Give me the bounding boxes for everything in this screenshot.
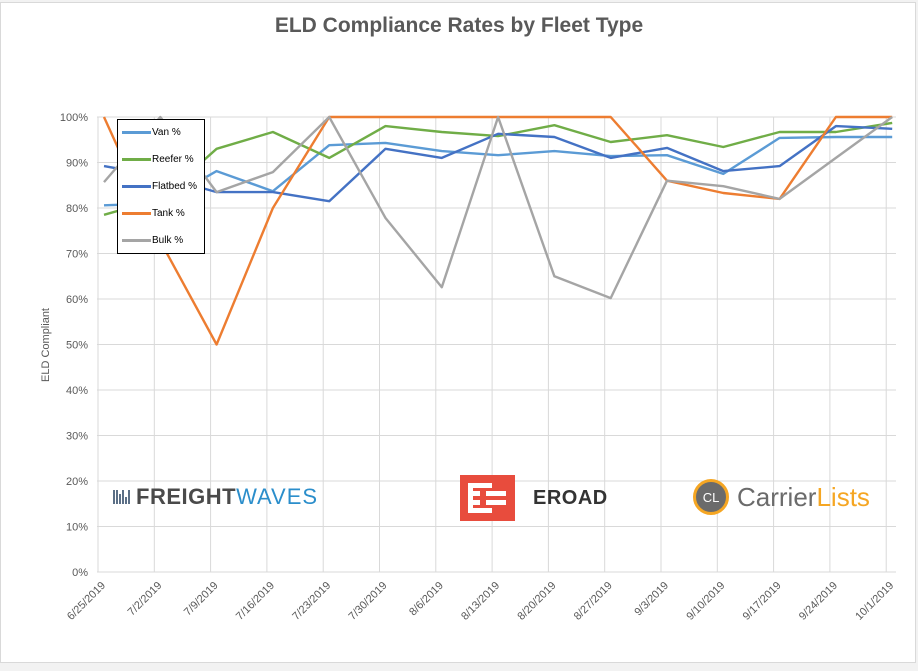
x-tick-label: 7/23/2019 (290, 580, 333, 623)
x-tick-label: 9/17/2019 (741, 580, 784, 623)
y-tick-label: 40% (66, 385, 88, 397)
freightwaves-logo: FREIGHT WAVES (113, 484, 318, 510)
legend-item: Bulk % (122, 233, 183, 247)
carrierlists-badge-icon: CL (693, 479, 729, 515)
carrierlists-logo-part1: Carrier (737, 481, 817, 512)
y-tick-label: 0% (72, 567, 88, 579)
carrierlists-logo: CL Carrier Lists (693, 479, 870, 515)
x-tick-label: 8/13/2019 (459, 580, 502, 623)
legend-label: Flatbed % (152, 180, 198, 192)
x-tick-label: 7/30/2019 (347, 580, 390, 623)
y-tick-label: 80% (66, 203, 88, 215)
x-tick-label: 8/20/2019 (515, 580, 558, 623)
legend-item: Flatbed % (122, 179, 197, 193)
freightwaves-logo-part2: WAVES (236, 484, 319, 509)
legend-item: Van % (122, 125, 181, 139)
y-axis-label: ELD Compliant (40, 308, 52, 382)
x-tick-label: 8/6/2019 (407, 580, 446, 619)
y-tick-label: 50% (66, 340, 88, 352)
y-tick-label: 90% (66, 158, 88, 170)
y-tick-label: 60% (66, 294, 88, 306)
y-tick-label: 20% (66, 476, 88, 488)
y-tick-label: 10% (66, 522, 88, 534)
freightwaves-bars-icon (113, 490, 131, 504)
freightwaves-logo-part1: FREIGHT (136, 484, 237, 509)
y-axis: 0% 10% 20% 30% 40% 50% 60% 70% 80% 90% 100% (60, 112, 88, 579)
x-tick-label: 9/10/2019 (684, 580, 727, 623)
carrierlists-logo-part2: Lists (816, 481, 870, 512)
legend-item: Tank % (122, 206, 185, 220)
series-line-flatbed (103, 124, 893, 203)
legend-swatch (122, 130, 151, 134)
legend-item: Reefer % (122, 152, 194, 166)
series-line-van (103, 135, 893, 207)
x-tick-label: 6/25/2019 (65, 580, 108, 623)
x-tick-label: 10/1/2019 (853, 580, 896, 623)
chart-title: ELD Compliance Rates by Fleet Type (274, 14, 644, 37)
series-lines (102, 115, 893, 346)
x-tick-label: 7/9/2019 (182, 580, 221, 619)
series-line-bulk (103, 115, 893, 300)
x-tick-label: 9/24/2019 (797, 580, 840, 623)
eroad-logo: EROAD (460, 475, 608, 521)
eroad-mark-icon (460, 475, 515, 521)
x-tick-label: 7/2/2019 (126, 580, 165, 619)
series-line-reefer (103, 121, 893, 216)
y-tick-label: 70% (66, 249, 88, 261)
legend-swatch (122, 211, 151, 215)
x-tick-label: 8/27/2019 (572, 580, 615, 623)
eroad-logo-text: EROAD (533, 486, 608, 509)
x-tick-label: 9/3/2019 (632, 580, 671, 619)
legend-label: Van % (152, 126, 181, 138)
legend-swatch (122, 184, 151, 188)
legend-swatch (122, 157, 151, 161)
legend-label: Reefer % (152, 153, 194, 165)
x-axis: 6/25/2019 7/2/2019 7/9/2019 7/16/2019 7/23/2… (65, 580, 896, 623)
legend-label: Bulk % (152, 234, 184, 246)
x-tick-label: 7/16/2019 (234, 580, 277, 623)
y-tick-label: 30% (66, 431, 88, 443)
legend-label: Tank % (152, 207, 185, 219)
legend: Van % Reefer % Flatbed % Tank % Bulk % (117, 119, 205, 254)
legend-swatch (122, 238, 151, 242)
y-tick-label: 100% (60, 112, 88, 124)
